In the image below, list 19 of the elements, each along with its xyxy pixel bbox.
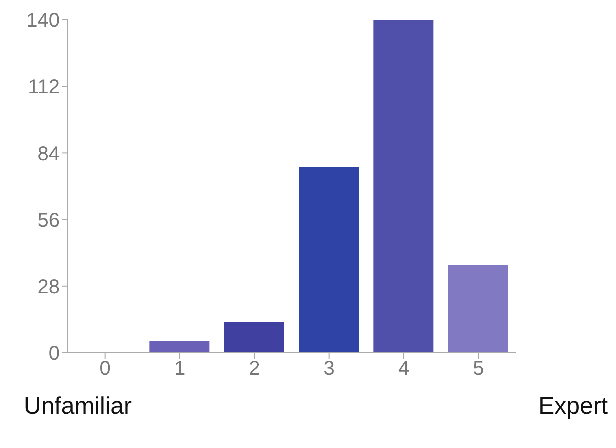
- bar: [224, 322, 284, 353]
- x-tick-label: 2: [249, 358, 260, 380]
- text: Expert: [538, 393, 608, 421]
- y-tick-label: 56: [38, 210, 60, 232]
- bar: [299, 167, 359, 353]
- x-tick-label: 3: [324, 358, 335, 380]
- y-tick-label: 112: [28, 76, 60, 99]
- y-tick-label: 140: [26, 10, 60, 32]
- x-tick-label: 5: [473, 358, 484, 380]
- y-tick-label: 84: [38, 143, 60, 166]
- x-tick-label: 4: [398, 358, 410, 380]
- text: Unfamiliar: [24, 393, 132, 421]
- x-tick-label: 0: [100, 358, 111, 380]
- y-tick-label: 0: [48, 343, 60, 366]
- x-tick-label: 1: [174, 358, 186, 380]
- bar: [150, 341, 210, 353]
- bar: [374, 20, 434, 353]
- bar: [448, 264, 508, 353]
- y-tick-label: 28: [38, 276, 60, 298]
